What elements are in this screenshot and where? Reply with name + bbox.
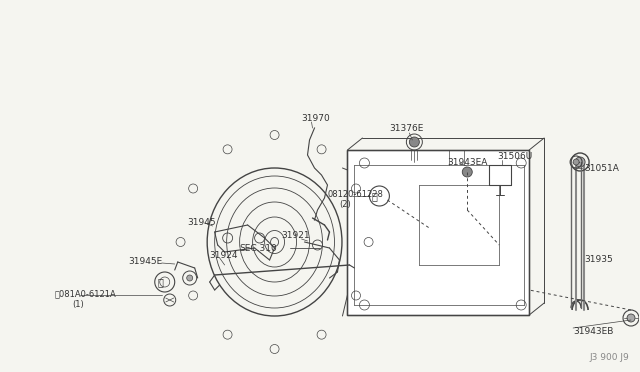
FancyBboxPatch shape	[348, 150, 529, 315]
Text: (1): (1)	[72, 301, 84, 310]
Text: 31935: 31935	[584, 256, 613, 264]
Circle shape	[573, 159, 579, 165]
Text: SEC.310: SEC.310	[239, 244, 277, 253]
Text: 31921: 31921	[282, 231, 310, 240]
Text: Ⓑ: Ⓑ	[371, 191, 378, 201]
Text: 31376E: 31376E	[389, 124, 424, 132]
Text: 08120-61228: 08120-61228	[328, 189, 383, 199]
Text: 31945E: 31945E	[128, 257, 162, 266]
Circle shape	[410, 137, 419, 147]
Text: 31943EB: 31943EB	[573, 327, 614, 336]
Text: (2): (2)	[339, 199, 351, 208]
Text: 31051A: 31051A	[584, 164, 619, 173]
Text: Ⓑ081A0-6121A: Ⓑ081A0-6121A	[55, 289, 116, 298]
Text: J3 900 J9: J3 900 J9	[589, 353, 629, 362]
Circle shape	[575, 157, 585, 167]
Text: 31945: 31945	[188, 218, 216, 227]
Text: 31970: 31970	[301, 113, 330, 122]
Text: Ⓑ: Ⓑ	[158, 277, 164, 287]
Circle shape	[627, 314, 635, 322]
Text: 31924: 31924	[210, 250, 238, 260]
Text: 31943EA: 31943EA	[447, 157, 488, 167]
Circle shape	[462, 167, 472, 177]
Text: 31506U: 31506U	[497, 151, 532, 160]
Circle shape	[187, 275, 193, 281]
